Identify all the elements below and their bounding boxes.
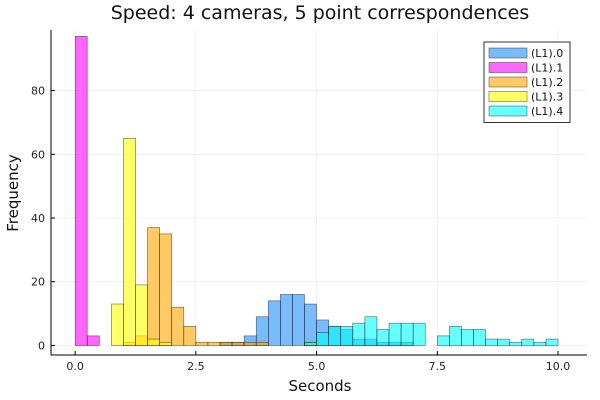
histogram-bar (74, 36, 88, 346)
histogram-bar (328, 326, 342, 346)
histogram-bar (304, 341, 317, 346)
y-axis-title: Frequency (4, 154, 22, 232)
histogram-bar (521, 338, 535, 346)
histogram-bar (255, 341, 269, 346)
histogram-bar (183, 326, 197, 346)
histogram-bar (352, 322, 366, 346)
histogram-bar (219, 341, 233, 346)
legend-label: (L1).3 (531, 91, 563, 104)
histogram-bar (473, 329, 486, 346)
histogram-bar (123, 138, 136, 346)
bars (74, 36, 559, 346)
histogram-bar (533, 341, 547, 346)
histogram-bar (171, 306, 185, 346)
histogram-bar (497, 338, 511, 346)
histogram-bar (147, 338, 160, 346)
histogram-bar (159, 233, 173, 346)
histogram-bar (147, 227, 160, 346)
histogram-bar (135, 284, 148, 346)
y-tick-label: 60 (31, 148, 45, 161)
histogram-bar (292, 294, 305, 346)
histogram-bar (195, 341, 209, 346)
histogram-bar (545, 338, 559, 346)
histogram-bar (304, 303, 317, 346)
histogram-bar (340, 326, 354, 346)
series-bars (74, 36, 100, 346)
x-tick-label: 2.5 (187, 360, 205, 373)
histogram-bar (111, 303, 124, 346)
histogram-bar (267, 300, 281, 346)
x-tick-label: 7.5 (429, 360, 447, 373)
legend-label: (L1).2 (531, 76, 563, 89)
histogram-bar (207, 341, 221, 346)
histogram-bar (400, 322, 414, 346)
y-tick-label: 40 (31, 212, 45, 225)
histogram-bar (509, 341, 523, 346)
histogram-bar (255, 316, 269, 346)
series-bars (111, 138, 173, 346)
x-tick-label: 0.0 (66, 360, 84, 373)
series-bars (304, 316, 559, 346)
legend-swatch (488, 76, 528, 88)
histogram-bar (376, 329, 390, 346)
legend-label: (L1).1 (531, 62, 563, 75)
tick-labels: 0.0 2.5 5.0 7.5 10.0 0 20 40 60 80 (31, 85, 570, 373)
y-tick-label: 20 (31, 276, 45, 289)
histogram-bar (461, 329, 474, 346)
histogram-bar (159, 341, 173, 346)
legend-label: (L1).0 (531, 47, 563, 60)
histogram-bar (364, 316, 378, 346)
x-axis-title: Seconds (288, 377, 351, 395)
x-tick-label: 5.0 (308, 360, 326, 373)
histogram-bar (316, 332, 329, 346)
histogram-bar (388, 322, 402, 346)
histogram-bar (437, 335, 450, 346)
histogram-bar (280, 294, 293, 346)
legend-swatch (488, 62, 528, 73)
legend-label: (L1).4 (531, 105, 563, 118)
chart-title: Speed: 4 cameras, 5 point correspondence… (111, 2, 530, 24)
histogram-bar (243, 341, 257, 346)
legend-swatch (488, 47, 528, 59)
legend-swatch (488, 105, 528, 117)
histogram-bar (485, 338, 498, 346)
x-tick-label: 10.0 (546, 360, 571, 373)
legend: (L1).0 (L1).1(L1).2 (L1).3(L1).4 (483, 41, 571, 123)
series-bars (123, 227, 317, 346)
axes (50, 30, 587, 356)
histogram-bar (412, 322, 426, 346)
histogram-bar (449, 326, 462, 346)
legend-swatch (488, 91, 528, 102)
histogram-bar (231, 341, 245, 346)
y-tick-label: 0 (38, 339, 45, 352)
y-tick-label: 80 (31, 85, 45, 98)
histogram-bar (86, 335, 100, 346)
